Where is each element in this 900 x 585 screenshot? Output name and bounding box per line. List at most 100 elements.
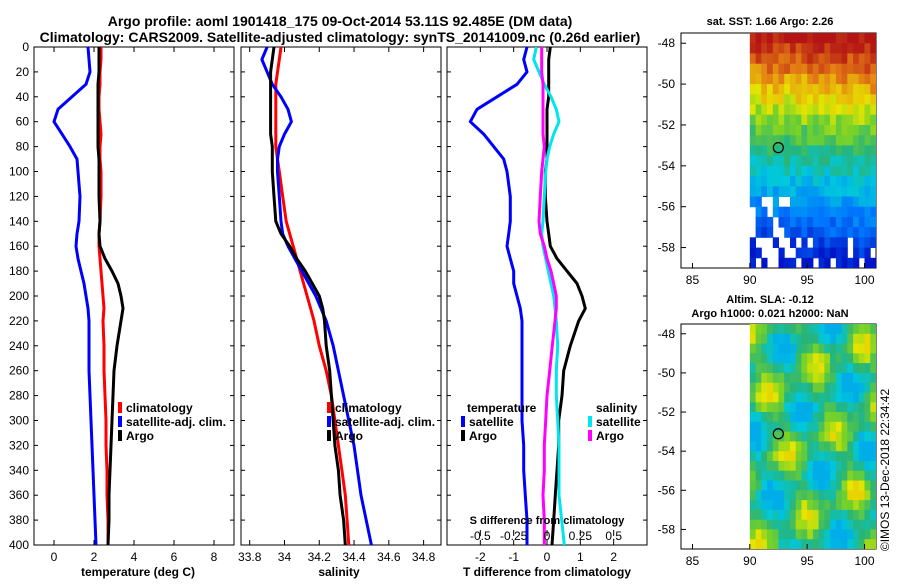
map-cell bbox=[784, 509, 791, 521]
map-cell bbox=[761, 412, 768, 423]
series-line-salinity-argo bbox=[537, 47, 558, 545]
map-cell bbox=[795, 382, 802, 393]
map-cell bbox=[795, 490, 802, 501]
map-cell bbox=[864, 155, 871, 167]
map-cell bbox=[824, 206, 831, 218]
map-cell bbox=[853, 53, 860, 65]
map-cell bbox=[778, 412, 785, 423]
map-cell bbox=[841, 451, 848, 462]
map-cell bbox=[835, 480, 843, 491]
map-cell bbox=[801, 227, 808, 238]
x-axes: 0 2 4 6 8 33.8 34 34.2 34.4 34.6 34.8 -2 -1 0 1 2 -0.5 -0… bbox=[51, 47, 622, 564]
map-cell bbox=[772, 125, 779, 136]
map-cell bbox=[749, 539, 756, 549]
map-cell bbox=[830, 363, 837, 374]
map-cell bbox=[749, 125, 756, 136]
legend-label-s-argo: Argo bbox=[596, 429, 624, 443]
map-cell bbox=[853, 63, 860, 75]
map-cell bbox=[795, 247, 802, 259]
map-cell bbox=[778, 441, 785, 452]
map-cell bbox=[784, 451, 791, 462]
map-cell bbox=[755, 206, 762, 218]
map-cell bbox=[858, 343, 865, 354]
map-cell bbox=[778, 480, 785, 491]
map-cell bbox=[864, 114, 871, 126]
map-cell bbox=[853, 33, 860, 44]
map-cell bbox=[841, 33, 848, 44]
map-cell bbox=[761, 363, 768, 374]
map-cell bbox=[858, 227, 865, 238]
map-cell bbox=[778, 519, 785, 530]
figure-title-line1: Argo profile: aoml 1901418_175 09-Oct-20… bbox=[108, 13, 573, 29]
map-cell bbox=[784, 63, 791, 75]
map-cell bbox=[795, 509, 802, 521]
map-cell bbox=[761, 94, 768, 105]
map-cell bbox=[847, 114, 854, 126]
map-cell bbox=[778, 216, 785, 228]
map-cell bbox=[824, 519, 831, 530]
map-cell bbox=[767, 84, 774, 95]
map-cell bbox=[841, 247, 848, 259]
map-cell bbox=[761, 382, 768, 393]
map-cell bbox=[784, 333, 791, 345]
map-cell bbox=[830, 421, 837, 433]
map-cell bbox=[830, 53, 837, 65]
map-cell bbox=[772, 372, 779, 384]
map-cell bbox=[870, 382, 876, 393]
map-cell bbox=[784, 441, 791, 452]
map-cell bbox=[824, 333, 831, 345]
map-cell bbox=[830, 196, 837, 208]
map-cell bbox=[784, 539, 791, 549]
map-cell bbox=[795, 539, 802, 549]
map-cell bbox=[778, 104, 785, 116]
map-cell bbox=[767, 441, 774, 452]
map-cell bbox=[749, 509, 756, 521]
map-cell bbox=[795, 343, 802, 354]
map-cell bbox=[755, 324, 762, 335]
map-cell bbox=[772, 470, 779, 481]
map-cell bbox=[812, 165, 820, 177]
map-cell bbox=[853, 470, 860, 481]
map-cell bbox=[784, 206, 791, 218]
map-cell bbox=[795, 94, 802, 105]
map-cell bbox=[847, 402, 854, 413]
map-cell bbox=[853, 114, 860, 126]
map-cell bbox=[755, 480, 762, 491]
map-cell bbox=[749, 104, 756, 116]
t-difference-axis-label: T difference from climatology bbox=[463, 565, 631, 579]
map-cell bbox=[767, 461, 774, 472]
map-cell bbox=[749, 500, 756, 511]
map-cell bbox=[784, 114, 791, 126]
map-cell bbox=[835, 539, 843, 549]
map-cell bbox=[870, 529, 876, 540]
legend-swatch-argo bbox=[118, 430, 122, 441]
map-cell bbox=[818, 94, 825, 105]
map-cell bbox=[847, 519, 854, 530]
map-cell bbox=[778, 392, 785, 403]
map-cell bbox=[767, 372, 774, 384]
map-cell bbox=[801, 43, 808, 54]
map-cell bbox=[841, 470, 848, 481]
map-cell bbox=[830, 324, 837, 335]
map-cell bbox=[858, 237, 865, 248]
map-cell bbox=[778, 343, 785, 354]
map-cell bbox=[830, 247, 837, 259]
map-cell bbox=[864, 33, 871, 44]
map-cell bbox=[767, 94, 774, 105]
map-cell bbox=[749, 247, 756, 259]
map-cell bbox=[755, 155, 762, 167]
map-cell bbox=[818, 363, 825, 374]
map-cell bbox=[812, 363, 820, 374]
temperature-panel bbox=[33, 46, 235, 546]
map-y-tick-label: -58 bbox=[658, 241, 676, 255]
map-cell bbox=[772, 539, 779, 549]
map-cell bbox=[755, 353, 762, 364]
map-cell bbox=[807, 402, 814, 413]
map-cell bbox=[864, 257, 871, 268]
map-cell bbox=[761, 206, 768, 218]
map-cell bbox=[824, 412, 831, 423]
map-cell bbox=[830, 490, 837, 501]
map-axes: -48 -50 -52 -54 -56 -58 85 90 95 100 -48 -50 -52 -54 -… bbox=[658, 36, 875, 568]
sla-map-title-line2: Argo h1000: 0.021 h2000: NaN bbox=[691, 308, 848, 320]
